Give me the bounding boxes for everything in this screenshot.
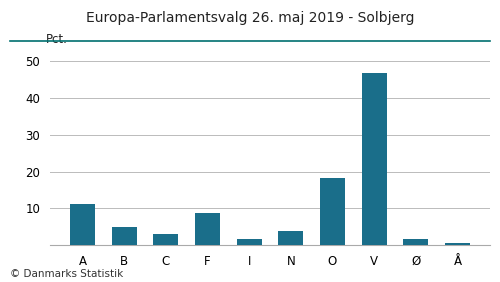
- Bar: [278, 231, 303, 245]
- Text: Pct.: Pct.: [46, 33, 68, 46]
- Text: © Danmarks Statistik: © Danmarks Statistik: [10, 269, 123, 279]
- Bar: [154, 233, 178, 245]
- Bar: [445, 243, 470, 245]
- Bar: [112, 227, 136, 245]
- Bar: [320, 178, 345, 245]
- Bar: [404, 239, 428, 245]
- Text: Europa-Parlamentsvalg 26. maj 2019 - Solbjerg: Europa-Parlamentsvalg 26. maj 2019 - Sol…: [86, 11, 414, 25]
- Bar: [70, 204, 95, 245]
- Bar: [362, 73, 386, 245]
- Bar: [236, 239, 262, 245]
- Bar: [195, 213, 220, 245]
